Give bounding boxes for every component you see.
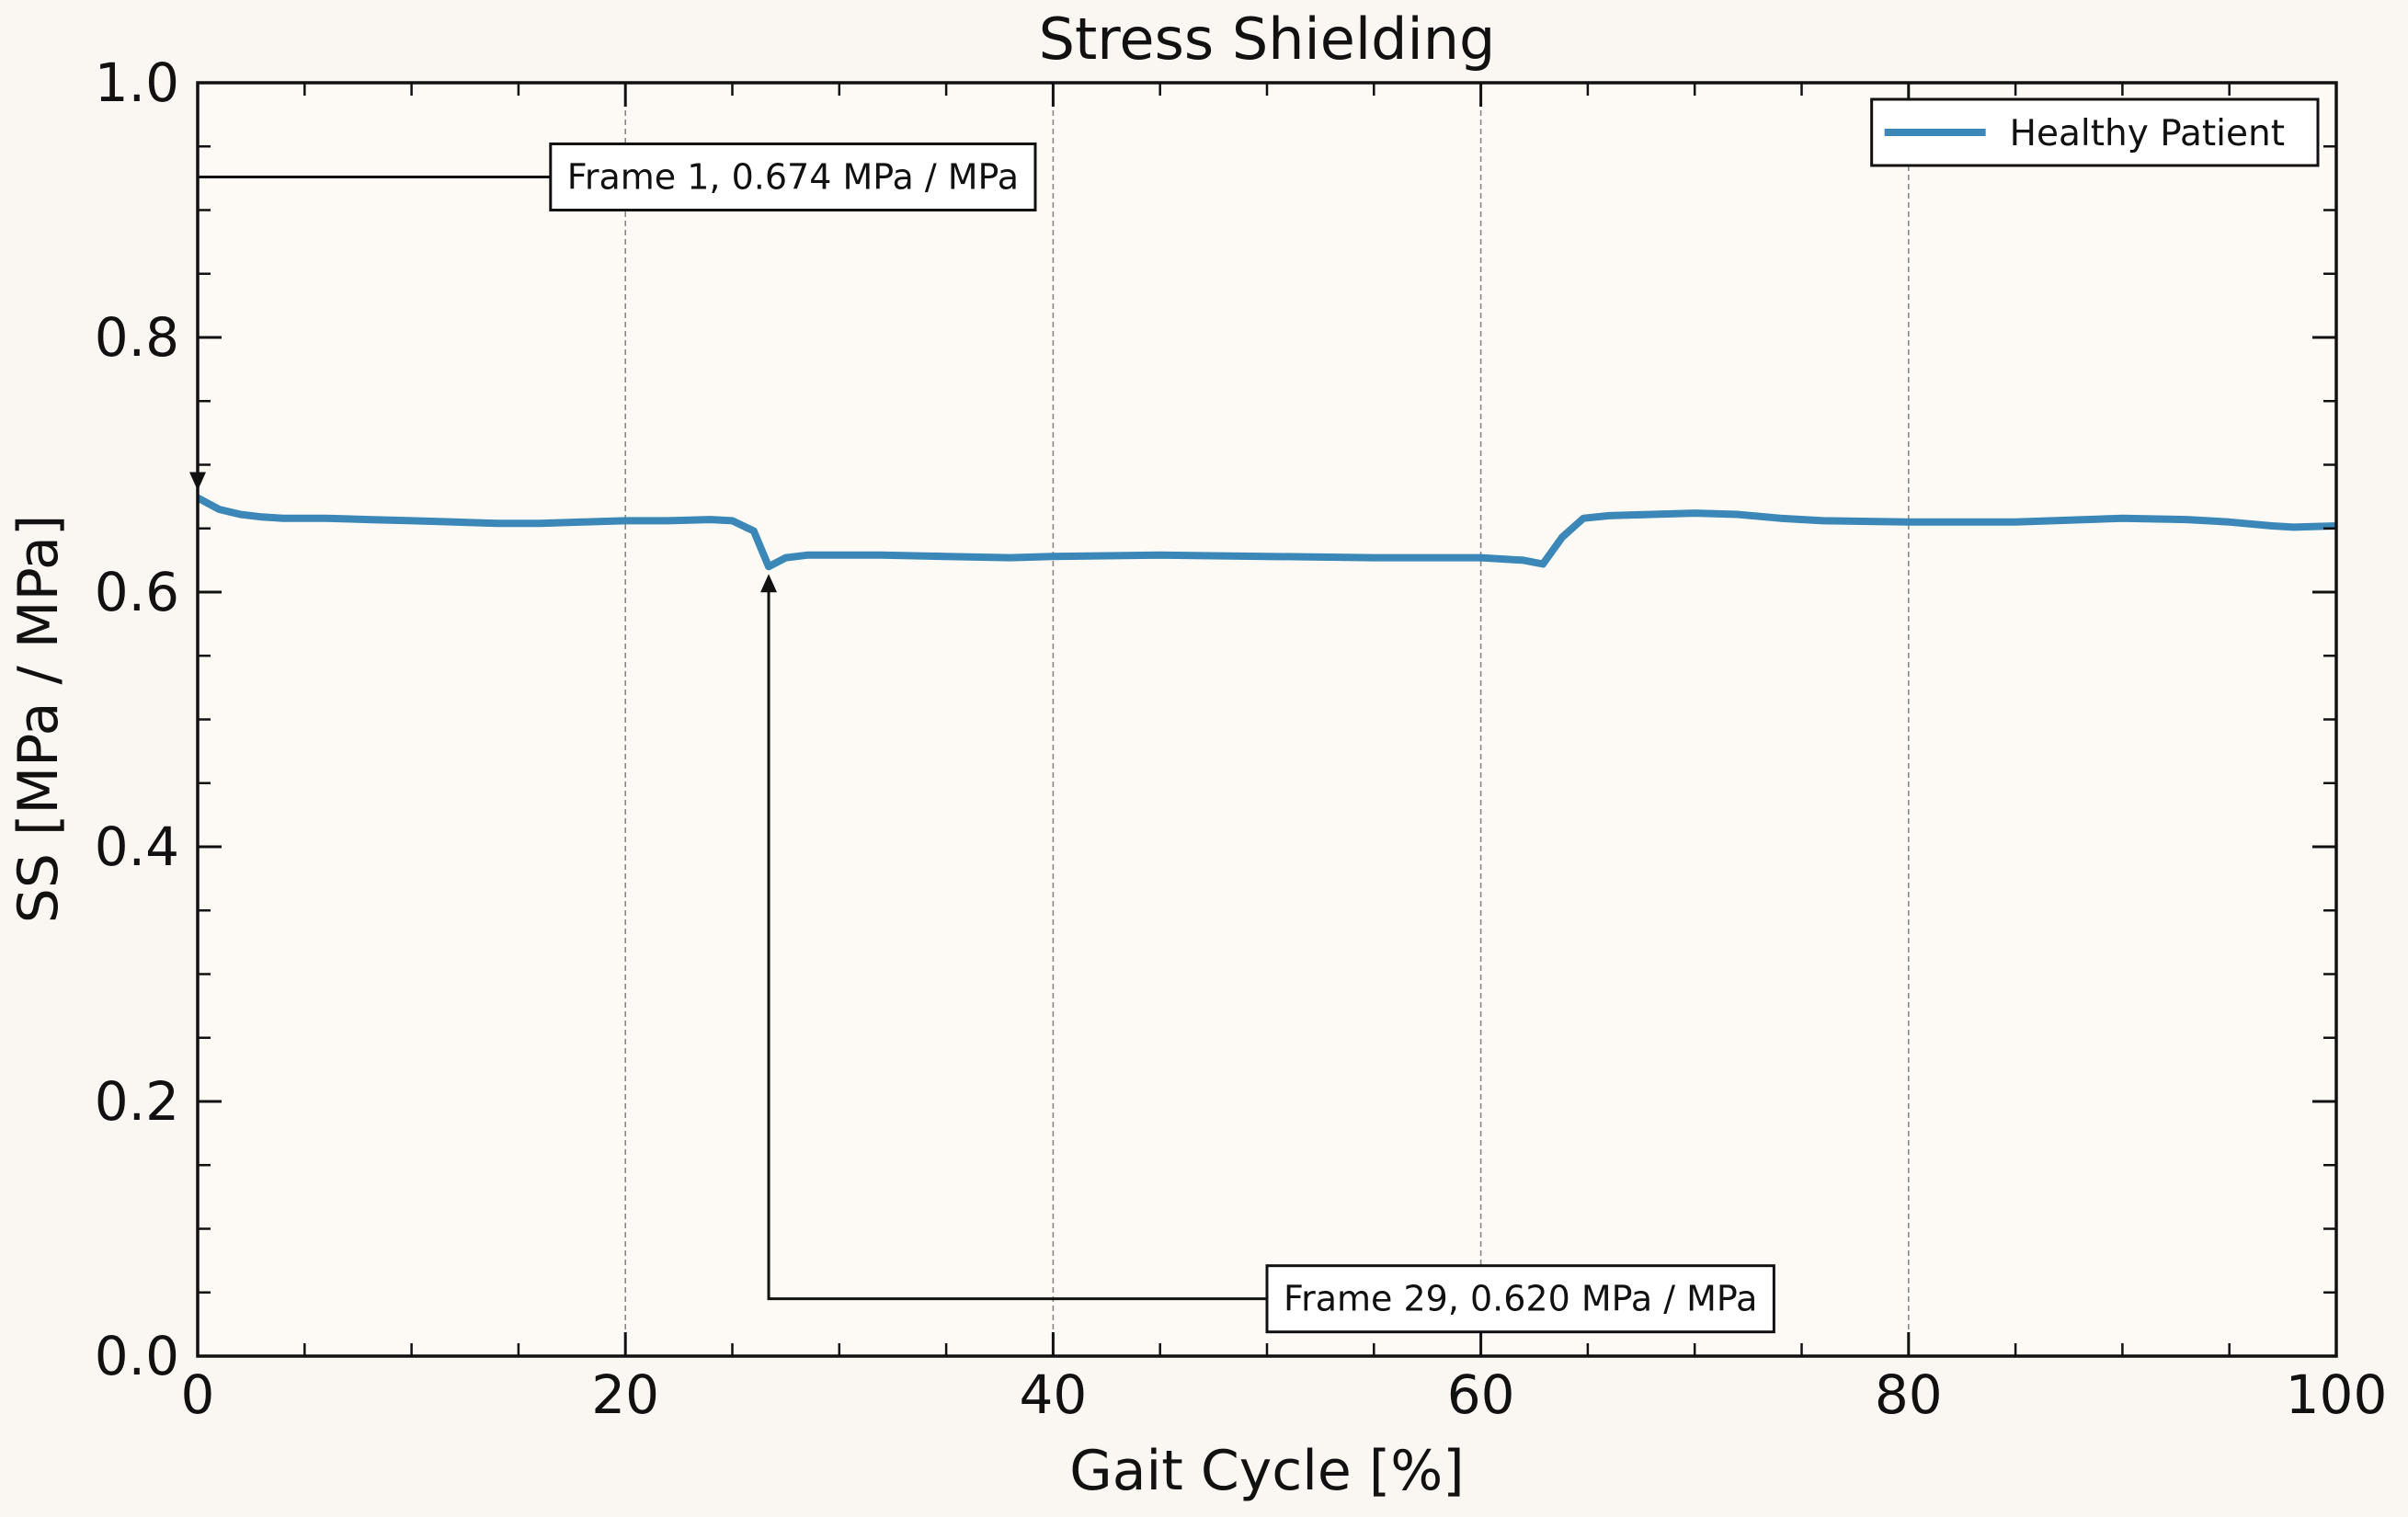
series-line-0 bbox=[196, 494, 2337, 571]
x-tick-label-100: 100 bbox=[2286, 1363, 2388, 1426]
x-axis-title: Gait Cycle [%] bbox=[1069, 1439, 1464, 1503]
grid bbox=[624, 83, 1910, 1356]
x-tick-label-0: 0 bbox=[181, 1363, 215, 1426]
y-tick-label-0.2: 0.2 bbox=[95, 1070, 179, 1133]
y-tick-label-0.0: 0.0 bbox=[95, 1325, 179, 1387]
x-tick-label-40: 40 bbox=[1019, 1363, 1087, 1426]
plot-background bbox=[198, 83, 2336, 1356]
x-tick-label-60: 60 bbox=[1447, 1363, 1515, 1426]
x-tick-label-80: 80 bbox=[1875, 1363, 1943, 1426]
plot-frame bbox=[196, 81, 2338, 1358]
legend-label: Healthy Patient bbox=[2010, 113, 2285, 154]
annotation-arrowhead-2 bbox=[760, 574, 778, 593]
x-tick-label-20: 20 bbox=[591, 1363, 659, 1426]
y-tick-label-1.0: 1.0 bbox=[95, 51, 179, 114]
y-tick-label-0.6: 0.6 bbox=[95, 561, 179, 623]
y-tick-label-0.8: 0.8 bbox=[95, 306, 179, 369]
ticks: 0 20 40 60 80 100 0.0 0.2 0.4 0.6 0.8 1.0 bbox=[95, 51, 2388, 1426]
annotation-arrow-2 bbox=[767, 585, 1267, 1301]
legend: Healthy Patient bbox=[1870, 97, 2320, 167]
y-tick-label-0.4: 0.4 bbox=[95, 816, 179, 878]
y-axis-title: SS [MPa / MPa] bbox=[6, 515, 71, 923]
chart-title: Stress Shielding bbox=[1039, 6, 1496, 73]
annotation-label-2: Frame 29, 0.620 MPa / MPa bbox=[1284, 1279, 1757, 1319]
annotation-box-1 bbox=[549, 142, 1037, 211]
annotations: Frame 1, 0.674 MPa / MPa Frame 29, 0.620 … bbox=[189, 142, 1775, 1334]
series-group bbox=[196, 494, 2337, 571]
annotation-label-1: Frame 1, 0.674 MPa / MPa bbox=[567, 156, 1019, 197]
